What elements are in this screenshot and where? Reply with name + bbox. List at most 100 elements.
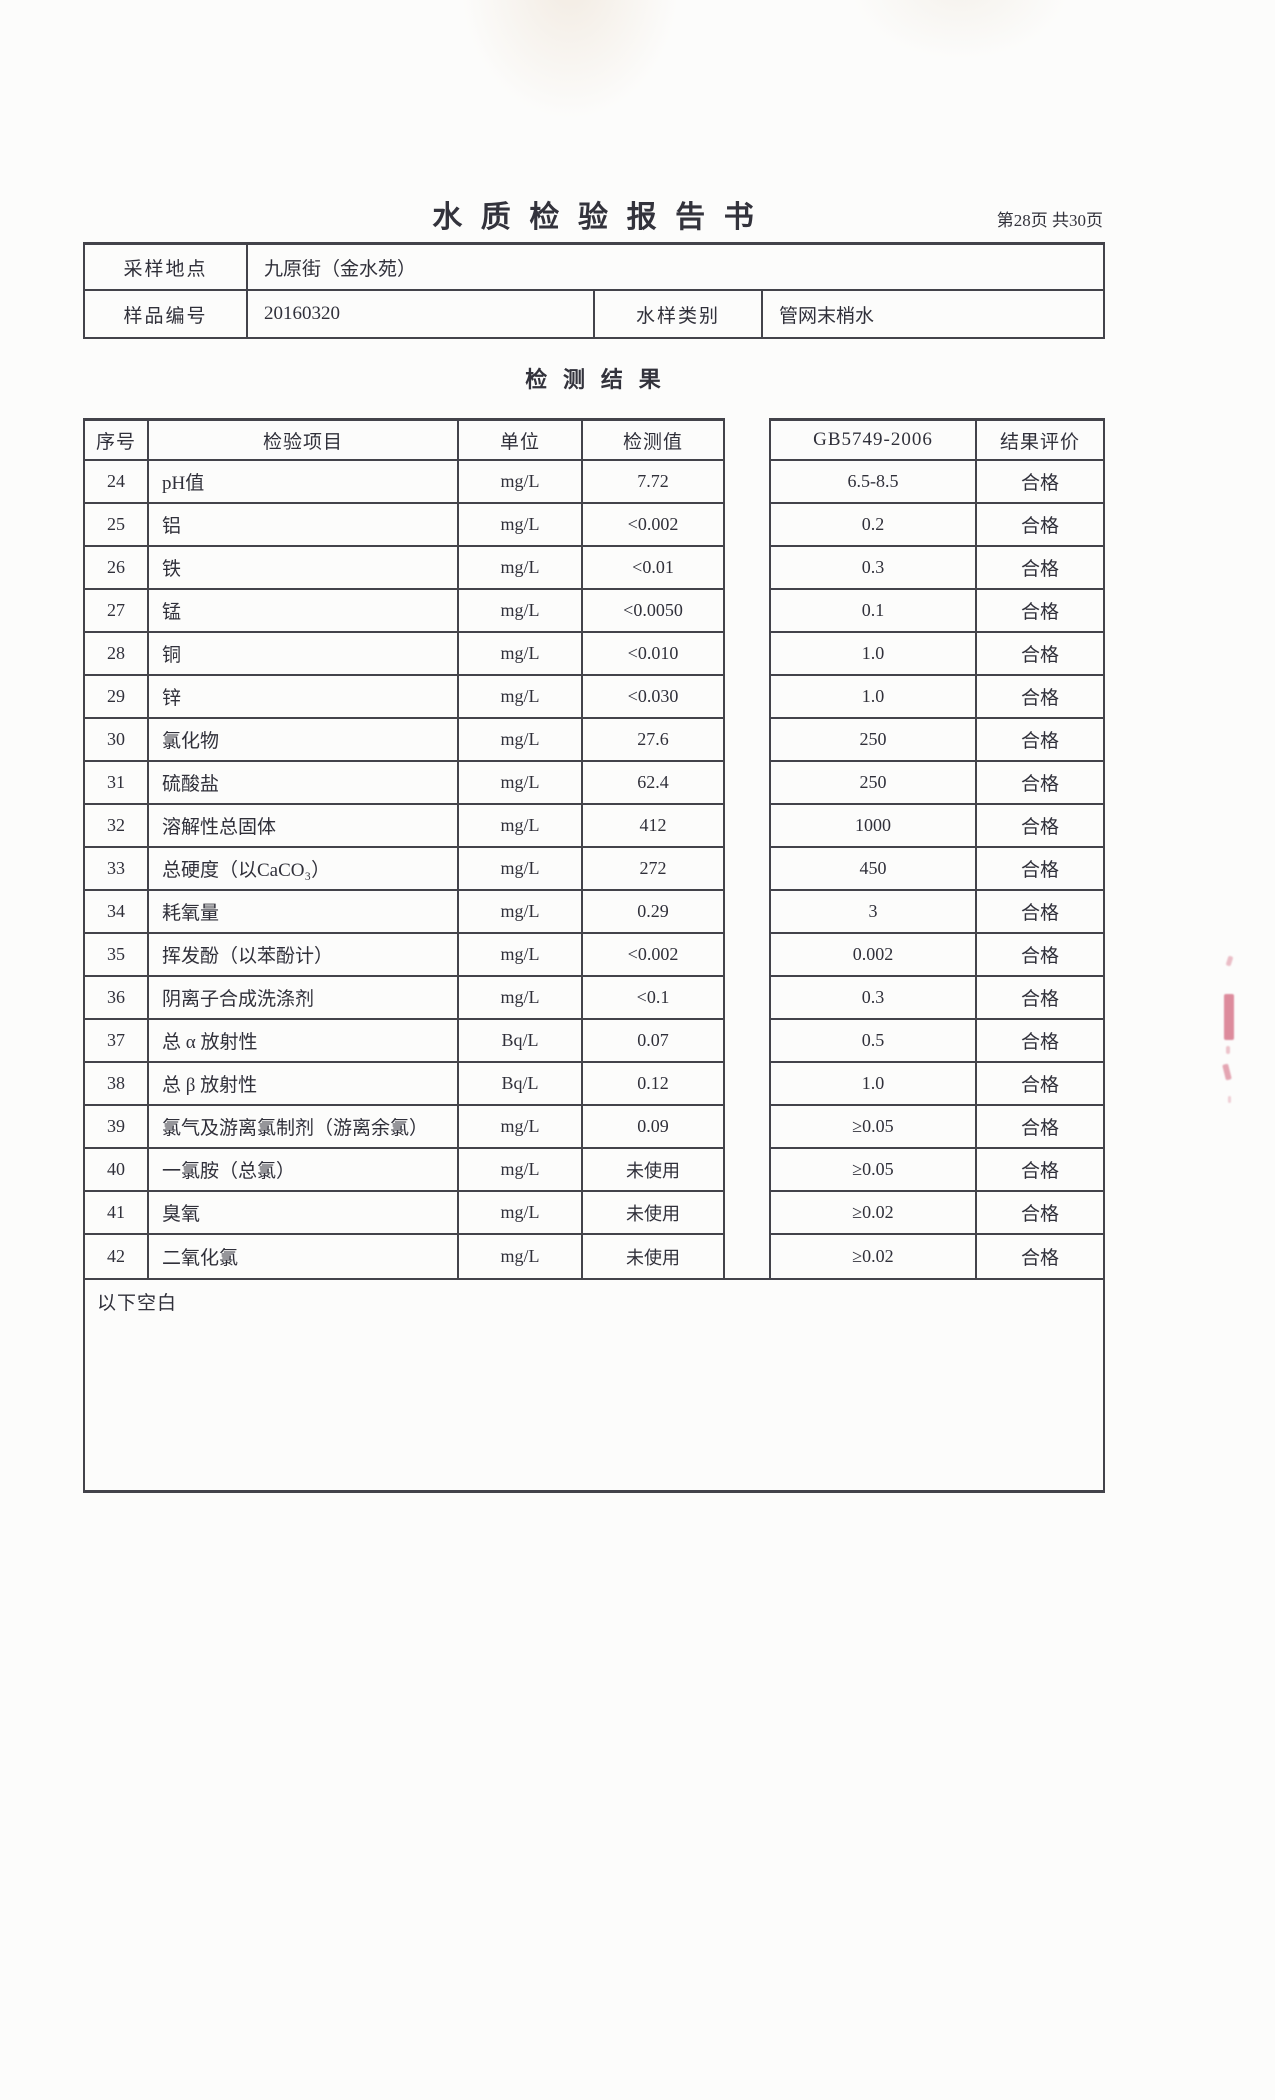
cell-unit: Bq/L (459, 1063, 583, 1106)
table-gap (725, 1192, 769, 1235)
section-title: 检测结果 (525, 367, 677, 392)
col-header-no: 序号 (85, 418, 149, 461)
table-gap (725, 719, 769, 762)
cell-standard: 1.0 (769, 676, 977, 719)
cell-standard: 3 (769, 891, 977, 934)
water-type-label: 水样类别 (595, 291, 763, 337)
table-gap (725, 676, 769, 719)
cell-evaluation: 合格 (977, 805, 1103, 848)
cell-no: 29 (85, 676, 149, 719)
cell-item: 二氧化氯 (149, 1235, 459, 1278)
cell-item: 锌 (149, 676, 459, 719)
cell-item: 耗氧量 (149, 891, 459, 934)
cell-standard: 0.2 (769, 504, 977, 547)
cell-evaluation: 合格 (977, 633, 1103, 676)
table-gap (725, 1106, 769, 1149)
cell-value: 未使用 (583, 1192, 725, 1235)
cell-standard: 1.0 (769, 1063, 977, 1106)
cell-value: <0.010 (583, 633, 725, 676)
cell-evaluation: 合格 (977, 977, 1103, 1020)
cell-item: 锰 (149, 590, 459, 633)
cell-unit: mg/L (459, 504, 583, 547)
red-stamp-mark (1222, 1063, 1232, 1081)
col-header-unit: 单位 (459, 418, 583, 461)
results-table: 序号 检验项目 单位 检测值 GB5749-2006 结果评价 24 pH值 m… (83, 418, 1105, 1493)
cell-evaluation: 合格 (977, 461, 1103, 504)
red-stamp-mark (1224, 994, 1234, 1040)
cell-standard: 1000 (769, 805, 977, 848)
table-gap (725, 805, 769, 848)
table-gap (725, 418, 769, 461)
cell-item: 氯气及游离氯制剂（游离余氯） (149, 1106, 459, 1149)
footer-note: 以下空白 (85, 1278, 1103, 1490)
cell-standard: 250 (769, 762, 977, 805)
cell-item: 硫酸盐 (149, 762, 459, 805)
cell-value: <0.030 (583, 676, 725, 719)
cell-value: <0.0050 (583, 590, 725, 633)
cell-unit: Bq/L (459, 1020, 583, 1063)
cell-no: 42 (85, 1235, 149, 1278)
table-gap (725, 547, 769, 590)
cell-value: 未使用 (583, 1235, 725, 1278)
cell-item: 铁 (149, 547, 459, 590)
cell-standard: ≥0.05 (769, 1106, 977, 1149)
results-grid: 序号 检验项目 单位 检测值 GB5749-2006 结果评价 24 pH值 m… (85, 418, 1103, 1278)
table-gap (725, 762, 769, 805)
cell-standard: 0.3 (769, 977, 977, 1020)
cell-evaluation: 合格 (977, 1106, 1103, 1149)
table-gap (725, 461, 769, 504)
col-header-evaluation: 结果评价 (977, 418, 1103, 461)
col-header-value: 检测值 (583, 418, 725, 461)
cell-unit: mg/L (459, 1235, 583, 1278)
cell-unit: mg/L (459, 1106, 583, 1149)
cell-unit: mg/L (459, 676, 583, 719)
cell-no: 36 (85, 977, 149, 1020)
cell-item: 臭氧 (149, 1192, 459, 1235)
cell-evaluation: 合格 (977, 762, 1103, 805)
cell-standard: 0.1 (769, 590, 977, 633)
cell-unit: mg/L (459, 1149, 583, 1192)
cell-evaluation: 合格 (977, 1063, 1103, 1106)
sampling-location-label: 采样地点 (85, 245, 248, 291)
cell-item: 阴离子合成洗涤剂 (149, 977, 459, 1020)
cell-no: 24 (85, 461, 149, 504)
cell-standard: 0.5 (769, 1020, 977, 1063)
cell-unit: mg/L (459, 762, 583, 805)
cell-standard: 0.3 (769, 547, 977, 590)
cell-standard: ≥0.02 (769, 1235, 977, 1278)
cell-item: 铜 (149, 633, 459, 676)
cell-value: 27.6 (583, 719, 725, 762)
cell-no: 30 (85, 719, 149, 762)
cell-no: 37 (85, 1020, 149, 1063)
cell-no: 26 (85, 547, 149, 590)
cell-item: 溶解性总固体 (149, 805, 459, 848)
red-stamp-mark (1228, 1096, 1231, 1103)
cell-standard: ≥0.02 (769, 1192, 977, 1235)
cell-value: 7.72 (583, 461, 725, 504)
cell-evaluation: 合格 (977, 1020, 1103, 1063)
table-gap (725, 633, 769, 676)
sampling-location-value: 九原街（金水苑） (248, 245, 1103, 291)
table-gap (725, 934, 769, 977)
table-gap (725, 1149, 769, 1192)
col-header-item: 检验项目 (149, 418, 459, 461)
cell-unit: mg/L (459, 934, 583, 977)
cell-no: 31 (85, 762, 149, 805)
cell-unit: mg/L (459, 547, 583, 590)
cell-unit: mg/L (459, 805, 583, 848)
cell-standard: 1.0 (769, 633, 977, 676)
scan-smudge (850, 0, 1070, 60)
cell-unit: mg/L (459, 633, 583, 676)
cell-unit: mg/L (459, 1192, 583, 1235)
cell-value: 未使用 (583, 1149, 725, 1192)
cell-no: 40 (85, 1149, 149, 1192)
cell-standard: 6.5-8.5 (769, 461, 977, 504)
cell-standard: 0.002 (769, 934, 977, 977)
cell-unit: mg/L (459, 977, 583, 1020)
table-gap (725, 977, 769, 1020)
cell-unit: mg/L (459, 719, 583, 762)
cell-value: 272 (583, 848, 725, 891)
scan-smudge (460, 0, 680, 120)
cell-item: pH值 (149, 461, 459, 504)
